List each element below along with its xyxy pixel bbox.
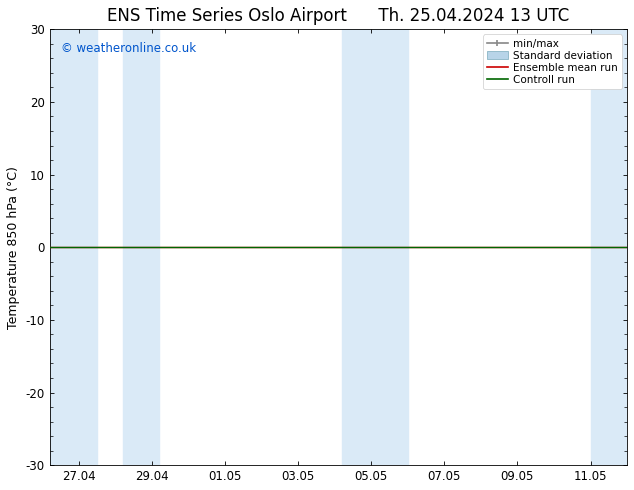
Y-axis label: Temperature 850 hPa (°C): Temperature 850 hPa (°C) (7, 166, 20, 329)
Bar (590, 29, 627, 465)
Bar (49, 29, 97, 465)
Bar (342, 29, 372, 465)
Title: ENS Time Series Oslo Airport      Th. 25.04.2024 13 UTC: ENS Time Series Oslo Airport Th. 25.04.2… (107, 7, 569, 25)
Text: © weatheronline.co.uk: © weatheronline.co.uk (61, 42, 197, 55)
Legend: min/max, Standard deviation, Ensemble mean run, Controll run: min/max, Standard deviation, Ensemble me… (482, 34, 622, 89)
Bar (372, 29, 408, 465)
Bar (123, 29, 159, 465)
